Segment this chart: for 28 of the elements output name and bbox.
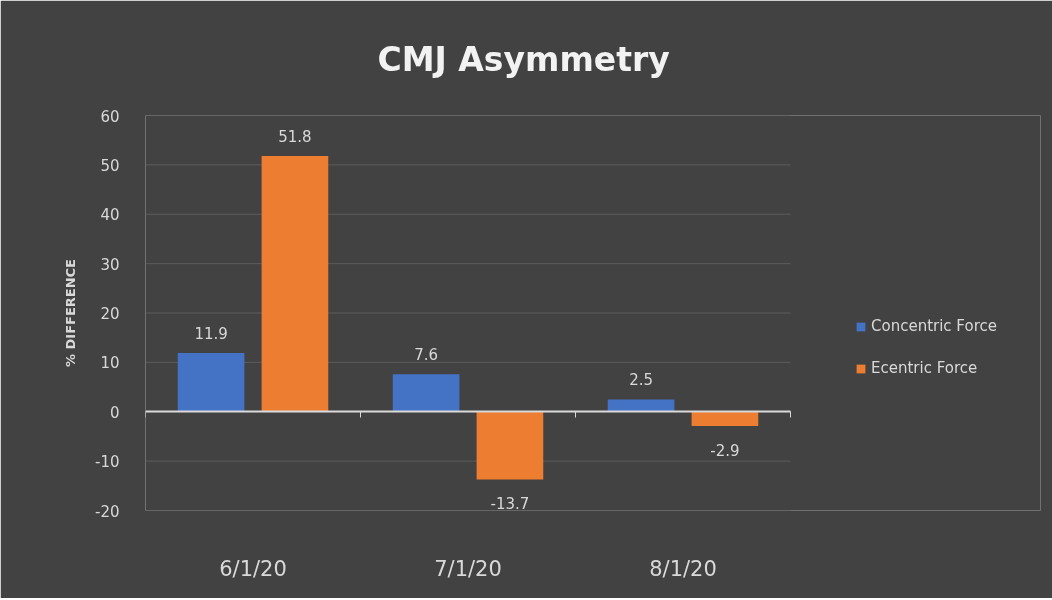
legend-label: Ecentric Force bbox=[871, 359, 978, 377]
x-tick-label: 8/1/20 bbox=[649, 556, 717, 581]
data-label: 51.8 bbox=[278, 127, 312, 146]
bar bbox=[261, 155, 329, 412]
data-label: 2.5 bbox=[629, 371, 654, 390]
y-tick-label: 0 bbox=[109, 403, 120, 422]
y-tick-label: 40 bbox=[100, 206, 120, 225]
y-axis-title: % DIFFERENCE bbox=[63, 258, 78, 368]
y-tick-label: 60 bbox=[100, 107, 120, 126]
bar bbox=[392, 374, 460, 412]
x-tick-label: 7/1/20 bbox=[434, 556, 502, 581]
chart-title: CMJ Asymmetry bbox=[377, 39, 670, 79]
bar bbox=[607, 399, 675, 412]
y-tick-label: 10 bbox=[100, 354, 120, 373]
y-tick-label: -10 bbox=[95, 453, 120, 472]
data-label: -13.7 bbox=[490, 495, 530, 514]
legend-label: Concentric Force bbox=[871, 317, 997, 335]
y-tick-label: 50 bbox=[100, 156, 120, 175]
y-tick-label: -20 bbox=[95, 502, 120, 521]
y-tick-label: 30 bbox=[100, 255, 120, 274]
data-label: 7.6 bbox=[414, 346, 439, 365]
y-tick-label: 20 bbox=[100, 305, 120, 323]
bar bbox=[691, 411, 759, 427]
x-tick-label: 6/1/20 bbox=[219, 556, 287, 581]
data-label: 11.9 bbox=[194, 324, 228, 343]
bar bbox=[476, 411, 544, 480]
bar bbox=[177, 352, 245, 412]
data-label: -2.9 bbox=[710, 442, 740, 461]
